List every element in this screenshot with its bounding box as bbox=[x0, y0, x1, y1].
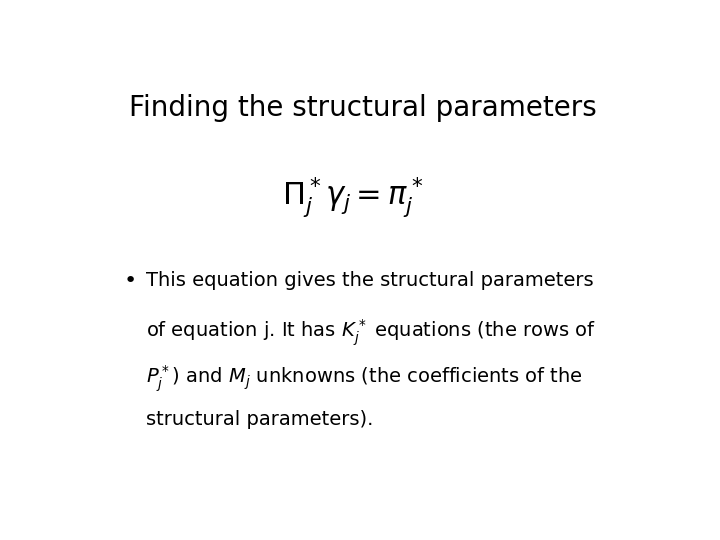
Text: Finding the structural parameters: Finding the structural parameters bbox=[129, 94, 597, 122]
Text: $P_j^*$) and $M_j$ unknowns (the coefficients of the: $P_j^*$) and $M_j$ unknowns (the coeffic… bbox=[145, 364, 582, 394]
Text: $\Pi_j^*\gamma_j{=}\pi_j^*$: $\Pi_j^*\gamma_j{=}\pi_j^*$ bbox=[282, 176, 423, 220]
Text: structural parameters).: structural parameters). bbox=[145, 410, 373, 429]
Text: of equation j. It has $K_j^*$ equations (the rows of: of equation j. It has $K_j^*$ equations … bbox=[145, 317, 596, 348]
Text: This equation gives the structural parameters: This equation gives the structural param… bbox=[145, 271, 593, 289]
Text: •: • bbox=[124, 271, 137, 291]
